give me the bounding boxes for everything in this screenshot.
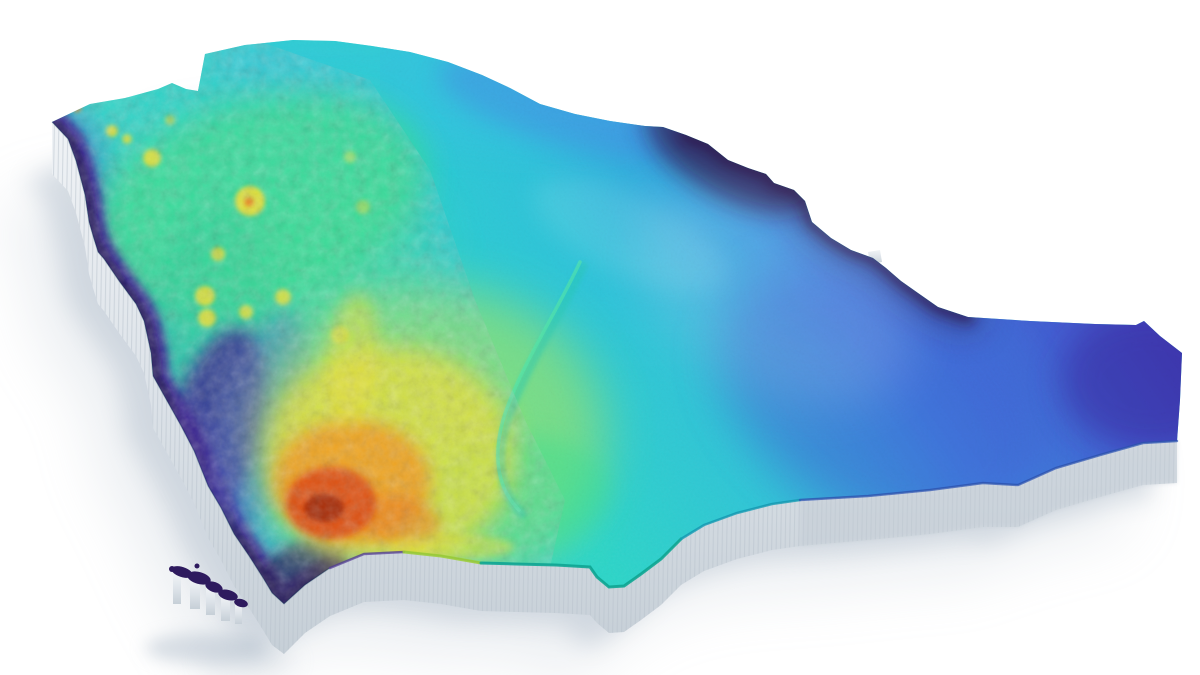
island-top	[169, 566, 175, 572]
rim-green	[402, 550, 483, 565]
rim-purple	[328, 550, 406, 570]
island-wall	[221, 596, 230, 621]
island-wall	[206, 588, 215, 615]
island-wall	[173, 574, 181, 604]
edge-rims	[328, 439, 1179, 589]
drop-shadow	[0, 98, 1156, 675]
island-top	[234, 598, 248, 608]
wall-shade-southeast	[800, 441, 1177, 546]
elevation-coloring	[52, 40, 1182, 604]
rim-mid	[679, 498, 802, 541]
terrain-surface	[52, 40, 1182, 604]
island-wall	[190, 580, 200, 609]
island-top	[171, 566, 193, 578]
island-wall	[235, 604, 242, 624]
island-top	[187, 571, 211, 585]
farasan-islands	[169, 563, 248, 624]
island-top	[218, 589, 238, 601]
island-shadow	[200, 650, 296, 672]
rim-blue	[798, 439, 1179, 502]
rim-teal	[479, 537, 683, 589]
island-top	[205, 581, 223, 593]
island-top	[194, 563, 200, 569]
